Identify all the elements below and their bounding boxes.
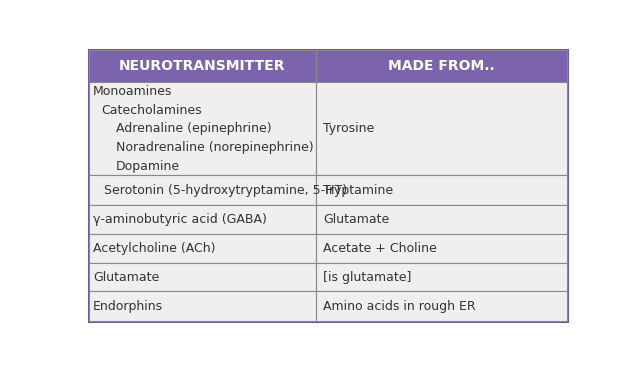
Text: [is glutamate]: [is glutamate] bbox=[323, 270, 412, 284]
Bar bbox=[316, 291, 567, 321]
Text: Acetate + Choline: Acetate + Choline bbox=[323, 242, 437, 255]
Bar bbox=[316, 263, 567, 291]
Bar bbox=[89, 82, 316, 175]
Bar bbox=[316, 82, 567, 175]
Text: Adrenaline (epinephrine): Adrenaline (epinephrine) bbox=[116, 122, 272, 135]
Text: Catecholamines: Catecholamines bbox=[101, 104, 202, 116]
Text: Acetylcholine (ACh): Acetylcholine (ACh) bbox=[93, 242, 216, 255]
Bar bbox=[89, 263, 316, 291]
Bar bbox=[89, 234, 316, 263]
Bar bbox=[89, 175, 316, 205]
Text: γ-aminobutyric acid (GABA): γ-aminobutyric acid (GABA) bbox=[93, 213, 267, 226]
Text: MADE FROM..: MADE FROM.. bbox=[388, 59, 495, 73]
Bar bbox=[316, 205, 567, 234]
Text: Glutamate: Glutamate bbox=[323, 213, 390, 226]
Text: Dopamine: Dopamine bbox=[116, 160, 180, 172]
Text: Glutamate: Glutamate bbox=[93, 270, 159, 284]
Bar bbox=[89, 50, 316, 82]
Text: Endorphins: Endorphins bbox=[93, 299, 163, 313]
Text: Monoamines: Monoamines bbox=[93, 85, 172, 98]
Text: Tyrosine: Tyrosine bbox=[323, 122, 375, 135]
Bar bbox=[316, 234, 567, 263]
Text: Amino acids in rough ER: Amino acids in rough ER bbox=[323, 299, 476, 313]
Text: Tryptamine: Tryptamine bbox=[323, 184, 394, 197]
Bar bbox=[316, 50, 567, 82]
Bar bbox=[89, 291, 316, 321]
Text: Serotonin (5-hydroxytryptamine, 5-HT): Serotonin (5-hydroxytryptamine, 5-HT) bbox=[104, 184, 347, 197]
Bar bbox=[316, 175, 567, 205]
Bar bbox=[89, 205, 316, 234]
Text: NEUROTRANSMITTER: NEUROTRANSMITTER bbox=[119, 59, 285, 73]
Text: Noradrenaline (norepinephrine): Noradrenaline (norepinephrine) bbox=[116, 141, 314, 154]
